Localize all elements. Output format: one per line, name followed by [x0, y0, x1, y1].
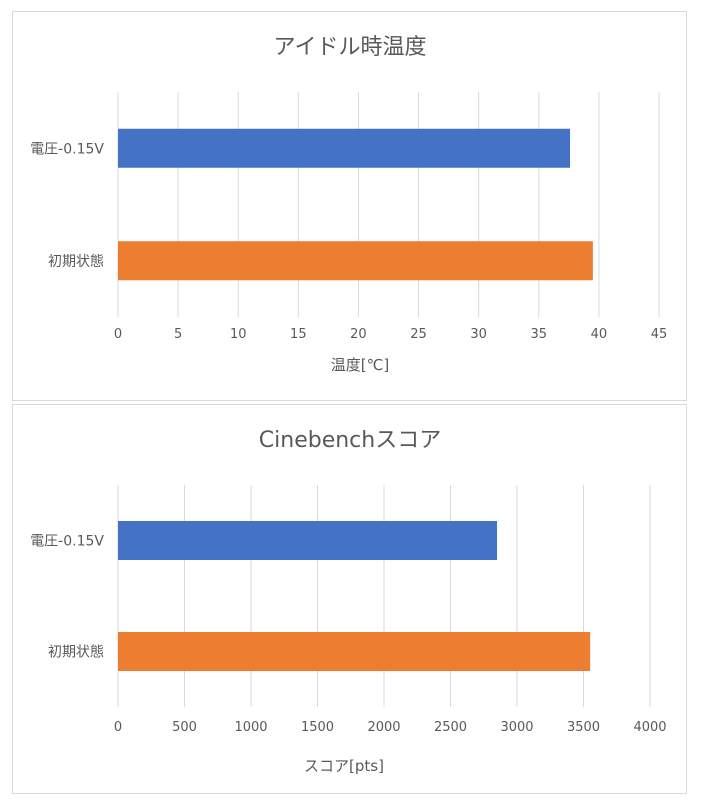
x-tick-label: 2500 [434, 720, 467, 735]
x-tick-label: 40 [591, 327, 608, 342]
x-tick-label: 0 [114, 720, 122, 735]
chart-title: アイドル時温度 [274, 35, 427, 60]
x-tick-label: 35 [531, 327, 548, 342]
chart-panel-idle-temperature: アイドル時温度 電圧-0.15V 初期状態 0 5 10 15 20 25 30 35 40 45 … [12, 11, 687, 401]
x-tick-label: 30 [470, 327, 487, 342]
chart-title: Cinebenchスコア [259, 428, 441, 453]
x-tick-label: 3000 [500, 720, 533, 735]
category-label: 初期状態 [48, 644, 104, 661]
x-tick-label: 500 [172, 720, 197, 735]
category-label: 初期状態 [48, 253, 104, 270]
cinebench-score-chart: Cinebenchスコア 電圧-0.15V 初期状態 0 500 1000 1500 20… [30, 428, 666, 775]
x-tick-label: 10 [230, 327, 247, 342]
bar-0 [118, 128, 571, 168]
x-tick-label: 0 [114, 327, 122, 342]
x-axis-label: スコア[pts] [304, 757, 384, 775]
x-tick-label: 2000 [367, 720, 400, 735]
x-tick-label: 5 [174, 327, 182, 342]
bar-1 [118, 241, 593, 281]
x-axis-label: 温度[℃] [331, 356, 390, 374]
x-tick-label: 25 [410, 327, 427, 342]
category-label: 電圧-0.15V [30, 141, 104, 157]
x-tick-label: 1000 [234, 720, 267, 735]
x-tick-label: 20 [350, 327, 367, 342]
x-tick-label: 4000 [633, 720, 666, 735]
x-tick-label: 15 [290, 327, 307, 342]
category-label: 電圧-0.15V [30, 534, 104, 550]
x-tick-label: 3500 [567, 720, 600, 735]
bar-0 [118, 521, 498, 560]
chart-panel-cinebench-score: Cinebenchスコア 電圧-0.15V 初期状態 0 500 1000 1500 20… [12, 404, 687, 794]
bar-1 [118, 632, 591, 671]
x-tick-label: 1500 [301, 720, 334, 735]
x-tick-label: 45 [651, 327, 668, 342]
